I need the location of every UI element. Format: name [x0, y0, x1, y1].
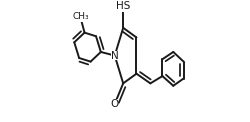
FancyBboxPatch shape — [74, 11, 87, 22]
Text: CH₃: CH₃ — [72, 12, 89, 21]
Text: HS: HS — [116, 1, 130, 11]
FancyBboxPatch shape — [117, 0, 129, 12]
Text: O: O — [110, 99, 119, 109]
FancyBboxPatch shape — [111, 99, 118, 109]
Text: N: N — [111, 51, 118, 61]
FancyBboxPatch shape — [111, 51, 118, 60]
